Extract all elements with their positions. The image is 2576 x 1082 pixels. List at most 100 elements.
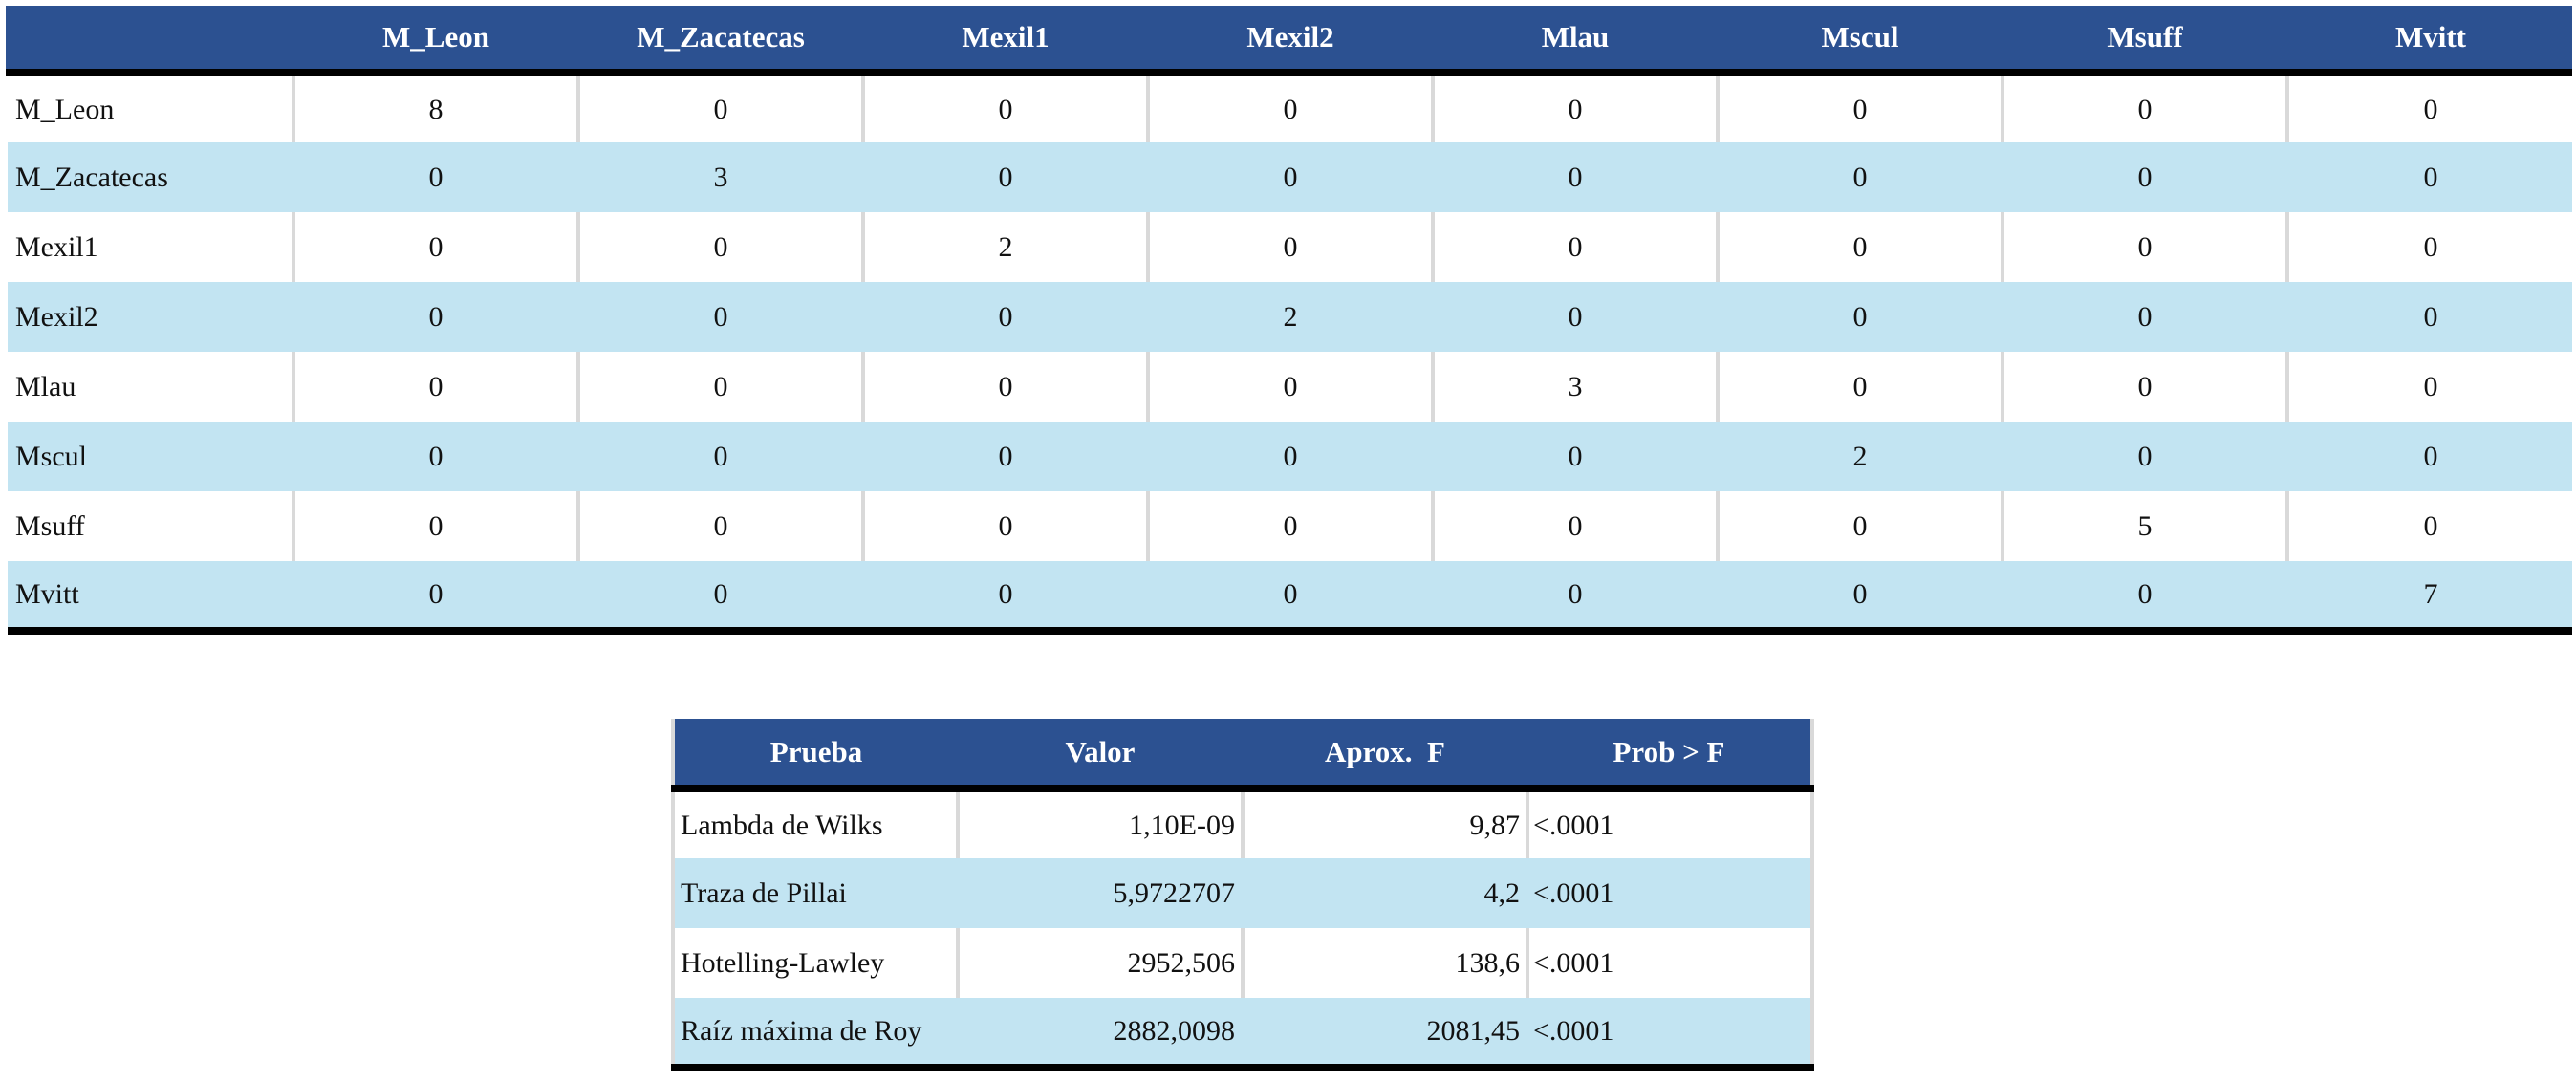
matrix-col-header: Msuff bbox=[2001, 6, 2287, 73]
matrix-cell: 0 bbox=[1716, 282, 2002, 352]
matrix-row: Mlau 0 0 0 0 3 0 0 0 bbox=[8, 352, 2572, 422]
matrix-row-label: Mexil1 bbox=[15, 230, 98, 263]
matrix-cell: 0 bbox=[861, 142, 1148, 212]
tests-col-header-prob: Prob > F bbox=[1613, 734, 1725, 768]
matrix-cell: 3 bbox=[1431, 352, 1718, 422]
matrix-cell: 0 bbox=[576, 352, 863, 422]
matrix-cell: 0 bbox=[1146, 352, 1433, 422]
test-prob-cell: <.0001 bbox=[1526, 998, 1812, 1068]
matrix-col-header: M_Leon bbox=[292, 6, 578, 73]
matrix-cell: 0 bbox=[1716, 212, 2002, 282]
matrix-cell: 0 bbox=[1431, 212, 1718, 282]
matrix-row-label: M_Leon bbox=[15, 93, 115, 125]
matrix-cell: 0 bbox=[2285, 491, 2572, 561]
matrix-cell: 0 bbox=[1431, 142, 1718, 212]
matrix-cell: 0 bbox=[2001, 212, 2287, 282]
multivariate-tests-table: Prueba Valor Aprox. F Prob > F Lambda de… bbox=[671, 719, 1814, 1071]
test-prob-cell: <.0001 bbox=[1526, 928, 1812, 998]
matrix-cell: 0 bbox=[1146, 142, 1433, 212]
matrix-cell: 0 bbox=[2285, 282, 2572, 352]
matrix-row: Mexil1 0 0 2 0 0 0 0 0 bbox=[8, 212, 2572, 282]
classification-matrix-table: M_Leon M_Zacatecas Mexil1 Mexil2 Mlau Ms… bbox=[6, 6, 2572, 635]
tests-row: Lambda de Wilks 1,10E-09 9,87 <.0001 bbox=[673, 789, 1812, 858]
matrix-cell: 0 bbox=[2285, 352, 2572, 422]
matrix-cell: 0 bbox=[576, 73, 863, 142]
test-name-cell: Hotelling-Lawley bbox=[681, 946, 885, 979]
tests-row: Raíz máxima de Roy 2882,0098 2081,45 <.0001 bbox=[673, 998, 1812, 1068]
matrix-cell: 7 bbox=[2285, 561, 2572, 631]
matrix-cell: 0 bbox=[1716, 491, 2002, 561]
matrix-row: M_Leon 8 0 0 0 0 0 0 0 bbox=[8, 73, 2572, 142]
matrix-col-header: Mvitt bbox=[2285, 6, 2572, 73]
matrix-cell: 0 bbox=[1146, 491, 1433, 561]
matrix-cell: 0 bbox=[576, 422, 863, 491]
matrix-col-header: Mscul bbox=[1716, 6, 2002, 73]
test-approx-f-cell: 138,6 bbox=[1241, 928, 1527, 998]
test-value-cell: 2882,0098 bbox=[956, 998, 1243, 1068]
matrix-cell: 0 bbox=[861, 422, 1148, 491]
matrix-cell: 0 bbox=[2285, 142, 2572, 212]
tests-col-header-aprox-f: Aprox. F bbox=[1324, 734, 1445, 768]
test-name-cell: Traza de Pillai bbox=[681, 876, 847, 909]
matrix-cell: 0 bbox=[576, 491, 863, 561]
matrix-row-label: Mvitt bbox=[15, 577, 79, 610]
matrix-row: Msuff 0 0 0 0 0 0 5 0 bbox=[8, 491, 2572, 561]
tests-col-header-valor: Valor bbox=[1065, 734, 1136, 768]
test-prob-cell: <.0001 bbox=[1526, 789, 1812, 858]
matrix-col-header: M_Zacatecas bbox=[576, 6, 863, 73]
matrix-col-header: Mlau bbox=[1431, 6, 1718, 73]
matrix-cell: 0 bbox=[292, 352, 578, 422]
test-name-cell: Raíz máxima de Roy bbox=[681, 1014, 922, 1047]
matrix-cell: 0 bbox=[1716, 73, 2002, 142]
matrix-cell: 0 bbox=[292, 282, 578, 352]
matrix-cell: 0 bbox=[1431, 282, 1718, 352]
matrix-row-label: Mexil2 bbox=[15, 300, 98, 333]
tests-header-row: Prueba Valor Aprox. F Prob > F bbox=[673, 719, 1812, 789]
test-value-cell: 2952,506 bbox=[956, 928, 1243, 998]
matrix-cell: 0 bbox=[292, 212, 578, 282]
matrix-row: Mexil2 0 0 0 2 0 0 0 0 bbox=[8, 282, 2572, 352]
matrix-col-header: Mexil1 bbox=[861, 6, 1148, 73]
matrix-cell: 0 bbox=[861, 491, 1148, 561]
matrix-row: Mvitt 0 0 0 0 0 0 0 7 bbox=[8, 561, 2572, 631]
matrix-row-label: Msuff bbox=[15, 509, 85, 542]
matrix-cell: 0 bbox=[2001, 561, 2287, 631]
matrix-row-label: M_Zacatecas bbox=[15, 161, 168, 193]
matrix-cell: 0 bbox=[292, 142, 578, 212]
matrix-cell: 8 bbox=[292, 73, 578, 142]
matrix-row-label: Mscul bbox=[15, 440, 87, 472]
matrix-col-header: Mexil2 bbox=[1146, 6, 1433, 73]
matrix-cell: 0 bbox=[2285, 212, 2572, 282]
test-approx-f-cell: 4,2 bbox=[1241, 858, 1527, 928]
matrix-cell: 0 bbox=[2001, 73, 2287, 142]
matrix-cell: 0 bbox=[2001, 352, 2287, 422]
tests-row: Traza de Pillai 5,9722707 4,2 <.0001 bbox=[673, 858, 1812, 928]
test-name-cell: Lambda de Wilks bbox=[681, 809, 883, 841]
matrix-cell: 2 bbox=[1716, 422, 2002, 491]
matrix-cell: 0 bbox=[861, 282, 1148, 352]
matrix-cell: 0 bbox=[1431, 422, 1718, 491]
matrix-cell: 0 bbox=[861, 352, 1148, 422]
matrix-cell: 0 bbox=[2285, 422, 2572, 491]
matrix-cell: 3 bbox=[576, 142, 863, 212]
matrix-row: M_Zacatecas 0 3 0 0 0 0 0 0 bbox=[8, 142, 2572, 212]
matrix-cell: 2 bbox=[1146, 282, 1433, 352]
matrix-cell: 0 bbox=[1431, 491, 1718, 561]
matrix-cell: 0 bbox=[2001, 422, 2287, 491]
matrix-cell: 0 bbox=[1146, 212, 1433, 282]
matrix-cell: 0 bbox=[576, 212, 863, 282]
matrix-cell: 0 bbox=[1146, 73, 1433, 142]
matrix-cell: 0 bbox=[1146, 422, 1433, 491]
matrix-row-label: Mlau bbox=[15, 370, 76, 402]
matrix-cell: 0 bbox=[292, 491, 578, 561]
matrix-cell: 0 bbox=[292, 422, 578, 491]
matrix-cell: 0 bbox=[1716, 561, 2002, 631]
matrix-cell: 0 bbox=[1716, 142, 2002, 212]
tests-col-header-prueba: Prueba bbox=[769, 734, 863, 768]
test-prob-cell: <.0001 bbox=[1526, 858, 1812, 928]
tests-row: Hotelling-Lawley 2952,506 138,6 <.0001 bbox=[673, 928, 1812, 998]
matrix-cell: 0 bbox=[292, 561, 578, 631]
matrix-cell: 0 bbox=[861, 561, 1148, 631]
matrix-cell: 0 bbox=[2001, 282, 2287, 352]
matrix-cell: 0 bbox=[2001, 142, 2287, 212]
